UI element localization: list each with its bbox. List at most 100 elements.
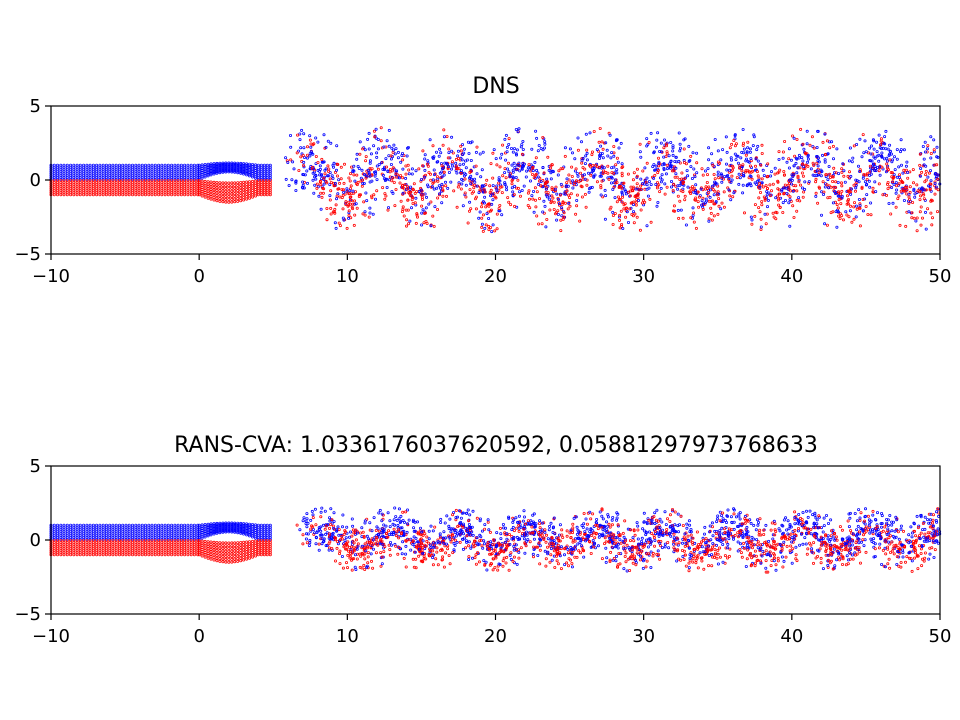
particle-point — [649, 183, 653, 187]
particle-point — [881, 193, 885, 197]
particle-point — [233, 544, 237, 548]
particle-point — [111, 179, 115, 183]
particle-point — [372, 129, 376, 133]
particle-point — [930, 223, 934, 227]
particle-point — [247, 552, 251, 556]
particle-point — [236, 543, 240, 547]
particle-point — [507, 142, 511, 146]
axis-ticks: −10 0 10 20 30 40 50−505 — [14, 96, 951, 287]
particle-point — [748, 164, 752, 168]
particle-point — [758, 185, 762, 189]
particle-point — [320, 160, 324, 164]
particle-point — [456, 156, 460, 160]
particle-point — [230, 541, 234, 545]
particle-point — [777, 157, 781, 161]
particle-point — [837, 214, 841, 218]
y-tick-label: −5 — [14, 244, 41, 265]
particle-point — [88, 163, 92, 167]
particle-point — [800, 156, 804, 160]
particle-point — [670, 185, 674, 189]
particle-point — [336, 525, 340, 529]
particle-point — [827, 164, 831, 168]
particle-point — [575, 179, 579, 183]
particle-point — [905, 160, 909, 164]
particle-point — [314, 523, 318, 527]
particle-point — [693, 173, 697, 177]
particle-point — [463, 191, 467, 195]
particle-point — [329, 180, 333, 184]
particle-point — [663, 182, 667, 186]
particle-point — [491, 151, 495, 155]
particle-point — [382, 145, 386, 149]
particle-point — [848, 170, 852, 174]
particle-point — [781, 156, 785, 160]
particle-point — [840, 167, 844, 171]
particle-point — [212, 183, 216, 187]
particle-point — [725, 174, 729, 178]
particle-point — [405, 154, 409, 158]
particle-point — [923, 180, 927, 184]
particle-point — [242, 172, 246, 176]
particle-point — [245, 552, 249, 556]
particle-point — [741, 143, 745, 147]
particle-point — [345, 566, 349, 570]
particle-point — [253, 539, 257, 543]
particle-point — [686, 185, 690, 189]
particle-point — [826, 178, 830, 182]
x-tick-label: 0 — [193, 266, 204, 287]
particle-point — [654, 145, 658, 149]
particle-point — [247, 556, 251, 560]
particle-point — [584, 132, 588, 136]
particle-point — [624, 192, 628, 196]
particle-point — [448, 156, 452, 160]
particle-point — [353, 565, 357, 569]
particle-point — [221, 557, 225, 561]
particle-point — [927, 184, 931, 188]
particle-point — [887, 201, 891, 205]
particle-point — [750, 218, 754, 222]
particle-point — [227, 197, 231, 201]
particle-point — [166, 523, 170, 527]
particle-point — [431, 156, 435, 160]
particle-point — [239, 168, 243, 172]
particle-point — [785, 160, 789, 164]
particle-point — [516, 178, 520, 182]
particle-point — [215, 186, 219, 190]
particle-point — [629, 189, 633, 193]
particle-point — [224, 161, 228, 165]
particle-point — [227, 530, 231, 534]
particle-point — [636, 192, 640, 196]
particle-point — [869, 159, 873, 163]
particle-point — [404, 164, 408, 168]
particle-point — [759, 163, 763, 167]
particle-point — [836, 180, 840, 184]
particle-point — [335, 529, 339, 533]
particle-point — [716, 190, 720, 194]
particle-point — [386, 208, 390, 212]
particle-point — [850, 187, 854, 191]
particle-point — [719, 172, 723, 176]
particle-point — [495, 187, 499, 191]
particle-point — [599, 174, 603, 178]
particle-point — [351, 207, 355, 211]
particle-point — [588, 131, 592, 135]
particle-point — [816, 164, 820, 168]
particle-point — [215, 168, 219, 172]
particle-point — [212, 169, 216, 173]
particle-point — [898, 223, 902, 227]
particle-point — [206, 556, 210, 560]
particle-point — [330, 547, 334, 551]
particle-point — [233, 552, 237, 556]
particle-point — [332, 520, 336, 524]
particle-point — [535, 168, 539, 172]
particle-point — [375, 178, 379, 182]
particle-point — [697, 195, 701, 199]
particle-point — [585, 158, 589, 162]
particle-point — [602, 169, 606, 173]
particle-point — [250, 170, 254, 174]
particle-point — [124, 163, 128, 167]
particle-point — [319, 207, 323, 211]
particle-point — [579, 184, 583, 188]
particle-point — [350, 545, 354, 549]
particle-point — [414, 196, 418, 200]
